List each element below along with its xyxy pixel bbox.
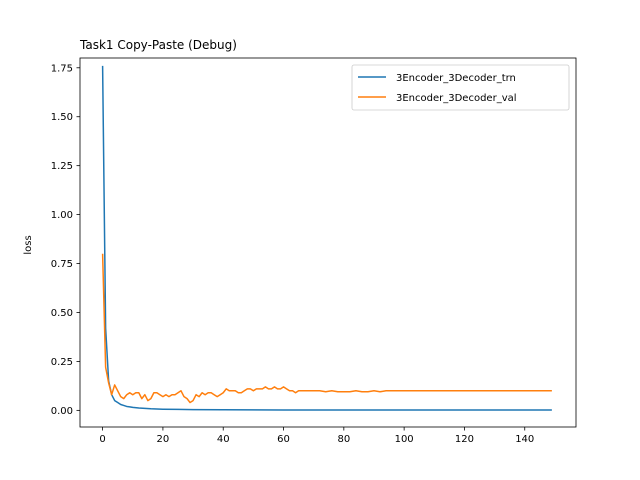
series-line-trn	[101, 65, 552, 411]
plot-frame	[79, 57, 577, 428]
x-tick-label: 80	[337, 434, 350, 445]
y-tick-label: 0.50	[51, 308, 73, 319]
legend: 3Encoder_3Decoder_trn 3Encoder_3Decoder_…	[351, 64, 570, 111]
y-tick-label: 0.75	[51, 259, 73, 270]
x-tick-label: 0	[99, 434, 105, 445]
chart-title: Task1 Copy-Paste (Debug)	[79, 38, 237, 52]
y-tick-label: 1.00	[51, 210, 73, 221]
legend-label-trn: 3Encoder_3Decoder_trn	[396, 73, 516, 84]
y-tick-label: 0.00	[51, 406, 73, 417]
x-tick-label: 100	[395, 434, 414, 445]
y-axis-ticks: 0.00 0.25 0.50 0.75 1.00 1.25 1.50 1.75	[51, 63, 80, 417]
series-line-val	[101, 253, 552, 404]
y-tick-label: 1.75	[51, 63, 73, 74]
x-axis-ticks: 0 20 40 60 80 100 120 140	[99, 427, 534, 445]
x-tick-label: 20	[157, 434, 170, 445]
legend-label-val: 3Encoder_3Decoder_val	[396, 93, 517, 104]
y-tick-label: 1.50	[51, 112, 73, 123]
y-tick-label: 1.25	[51, 161, 73, 172]
x-tick-label: 60	[277, 434, 290, 445]
x-tick-label: 140	[515, 434, 534, 445]
legend-box	[351, 64, 570, 111]
x-tick-label: 120	[455, 434, 474, 445]
y-axis-label: loss	[23, 235, 34, 254]
y-tick-label: 0.25	[51, 357, 73, 368]
series-layer	[101, 65, 552, 411]
x-tick-label: 40	[217, 434, 230, 445]
